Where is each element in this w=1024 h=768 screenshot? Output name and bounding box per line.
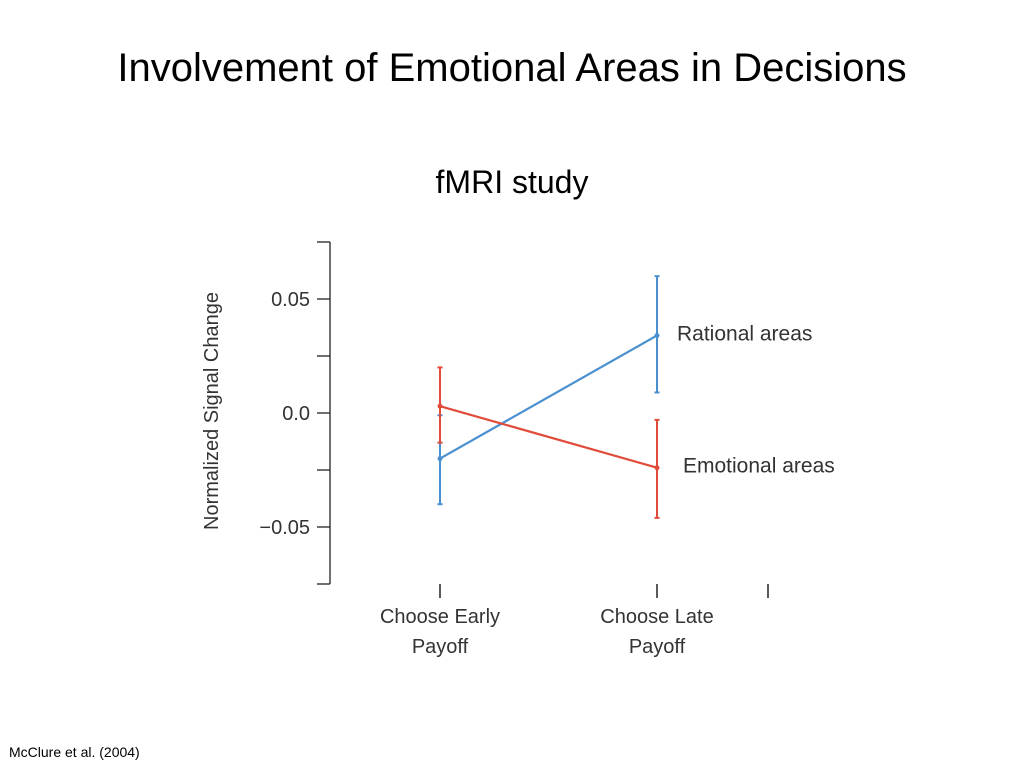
- data-point: [654, 465, 660, 471]
- y-tick-label: 0.05: [271, 289, 310, 311]
- series-line: [439, 405, 658, 469]
- chart-axes: [317, 241, 769, 598]
- slide-subtitle: fMRI study: [435, 164, 589, 200]
- series-label: Emotional areas: [683, 455, 835, 478]
- data-point: [437, 456, 443, 462]
- series-line: [439, 334, 658, 460]
- y-axis-label: Normalized Signal Change: [201, 292, 223, 530]
- series-emotional-areas: [437, 366, 660, 519]
- chart-labels: 0.05 0.0 −0.05 Normalized Signal Change Choo…: [201, 289, 835, 658]
- x-tick-label: Choose Late Payoff: [600, 606, 713, 658]
- series-label: Rational areas: [677, 322, 812, 345]
- chart-series: [437, 275, 660, 519]
- y-tick-label: 0.0: [282, 403, 310, 425]
- x-tick-label: Choose Early Payoff: [380, 606, 500, 658]
- slide-title: Involvement of Emotional Areas in Decisi…: [117, 46, 907, 90]
- data-point: [437, 403, 443, 409]
- data-point: [654, 332, 660, 338]
- y-tick-label: −0.05: [259, 517, 310, 539]
- citation: McClure et al. (2004): [9, 744, 140, 760]
- series-rational-areas: [437, 275, 660, 506]
